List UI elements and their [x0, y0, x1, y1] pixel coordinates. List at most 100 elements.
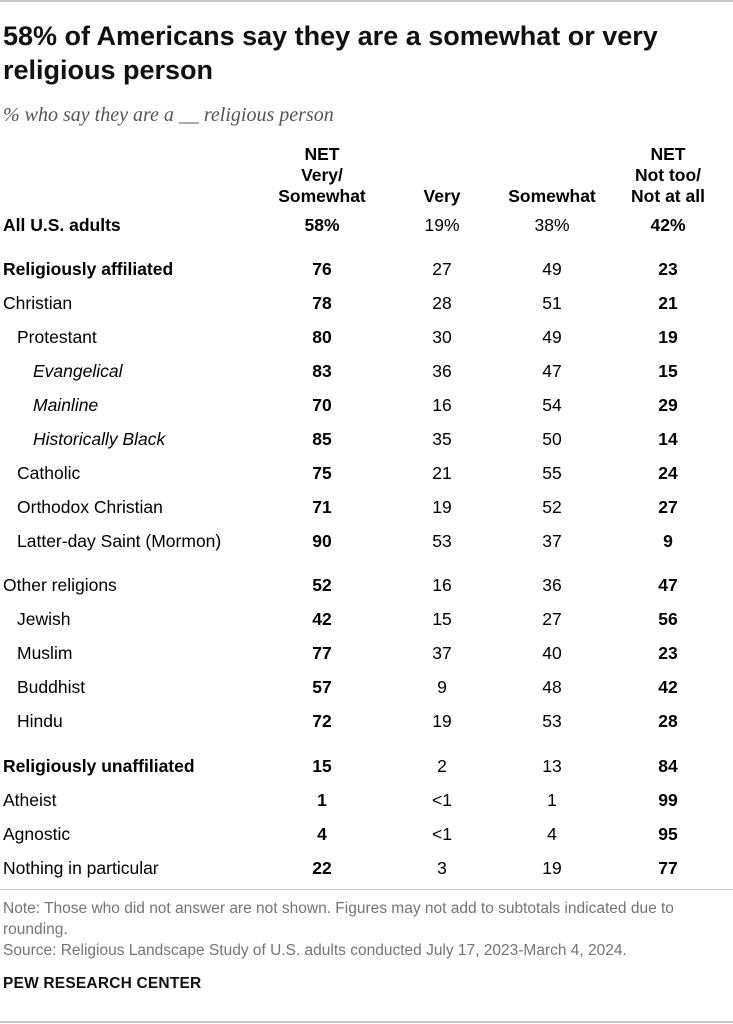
net-very-somewhat-cell: 85: [312, 429, 332, 449]
net-very-somewhat-cell: 71: [312, 497, 332, 517]
net-very-somewhat-cell: 75: [312, 463, 332, 483]
very-cell: 16: [432, 575, 452, 595]
bottom-rule: [0, 1021, 733, 1023]
net-not-too-not-at-all-cell: 84: [658, 756, 678, 776]
table-row: Nothing in particular 22 3 19 77: [0, 852, 733, 884]
table-row: Historically Black 85 35 50 14: [0, 423, 733, 455]
row-label: Christian: [3, 293, 73, 313]
somewhat-cell: 49: [542, 259, 562, 279]
row-label: Agnostic: [3, 824, 71, 844]
somewhat-cell: 4: [547, 824, 557, 844]
somewhat-cell: 27: [542, 609, 562, 629]
table-row: Mainline 70 16 54 29: [0, 389, 733, 421]
net-not-too-not-at-all-cell: 42%: [650, 215, 686, 235]
net-very-somewhat-cell: 72: [312, 711, 332, 731]
table-row: Atheist 1 <1 1 99: [0, 784, 733, 816]
very-cell: 35: [432, 429, 452, 449]
chart-title: 58% of Americans say they are a somewhat…: [3, 21, 658, 85]
very-cell: 28: [432, 293, 452, 313]
row-label: Other religions: [3, 575, 117, 595]
net-very-somewhat-cell: 80: [312, 327, 332, 347]
table-row: Agnostic 4 <1 4 95: [0, 818, 733, 850]
somewhat-cell: 40: [542, 643, 562, 663]
source-line: Source: Religious Landscape Study of U.S…: [3, 942, 627, 959]
column-header-somewhat: Somewhat: [508, 186, 596, 206]
table-row: Other religions 52 16 36 47: [0, 569, 733, 601]
table-row: Buddhist 57 9 48 42: [0, 671, 733, 703]
row-label: Atheist: [3, 790, 57, 810]
very-cell: 16: [432, 395, 452, 415]
net-not-too-not-at-all-cell: 77: [658, 858, 678, 878]
top-rule: [0, 0, 733, 2]
very-cell: 21: [432, 463, 452, 483]
table-row: Orthodox Christian 71 19 52 27: [0, 491, 733, 523]
net-very-somewhat-cell: 1: [317, 790, 327, 810]
net-not-too-not-at-all-cell: 56: [658, 609, 678, 629]
row-label: Orthodox Christian: [17, 497, 163, 517]
net-not-too-not-at-all-cell: 14: [658, 429, 678, 449]
table-row: Evangelical 83 36 47 15: [0, 355, 733, 387]
net-very-somewhat-cell: 90: [312, 531, 332, 551]
column-header-net-not-too-not-at-all: NET Not too/ Not at all: [631, 144, 705, 206]
row-label: Religiously unaffiliated: [3, 756, 195, 776]
very-cell: 2: [437, 756, 447, 776]
net-not-too-not-at-all-cell: 29: [658, 395, 678, 415]
net-not-too-not-at-all-cell: 99: [658, 790, 678, 810]
net-very-somewhat-cell: 76: [312, 259, 332, 279]
row-label: Jewish: [17, 609, 71, 629]
table-row: Latter-day Saint (Mormon) 90 53 37 9: [0, 525, 733, 557]
row-label: Muslim: [17, 643, 73, 663]
net-not-too-not-at-all-cell: 15: [658, 361, 678, 381]
net-not-too-not-at-all-cell: 19: [658, 327, 678, 347]
organization-credit: PEW RESEARCH CENTER: [3, 975, 202, 992]
net-not-too-not-at-all-cell: 95: [658, 824, 678, 844]
somewhat-cell: 36: [542, 575, 562, 595]
table-row: All U.S. adults 58% 19% 38% 42%: [0, 209, 733, 241]
row-label: All U.S. adults: [3, 215, 121, 235]
very-cell: 27: [432, 259, 452, 279]
table-row: Catholic 75 21 55 24: [0, 457, 733, 489]
net-not-too-not-at-all-cell: 28: [658, 711, 678, 731]
table-row: Muslim 77 37 40 23: [0, 637, 733, 669]
table-row: Christian 78 28 51 21: [0, 287, 733, 319]
net-very-somewhat-cell: 70: [312, 395, 332, 415]
somewhat-cell: 47: [542, 361, 562, 381]
net-very-somewhat-cell: 4: [317, 824, 327, 844]
net-not-too-not-at-all-cell: 24: [658, 463, 678, 483]
very-cell: <1: [432, 790, 452, 810]
very-cell: 37: [432, 643, 452, 663]
somewhat-cell: 52: [542, 497, 562, 517]
footnote-divider: [0, 889, 733, 890]
net-not-too-not-at-all-cell: 27: [658, 497, 678, 517]
net-not-too-not-at-all-cell: 47: [658, 575, 678, 595]
table-row: Religiously affiliated 76 27 49 23: [0, 253, 733, 285]
somewhat-cell: 38%: [534, 215, 570, 235]
row-label: Mainline: [33, 395, 99, 415]
very-cell: <1: [432, 824, 452, 844]
somewhat-cell: 51: [542, 293, 562, 313]
row-label: Religiously affiliated: [3, 259, 174, 279]
somewhat-cell: 48: [542, 677, 562, 697]
row-label: Buddhist: [17, 677, 86, 697]
net-very-somewhat-cell: 22: [312, 858, 332, 878]
very-cell: 19%: [424, 215, 460, 235]
row-label: Catholic: [17, 463, 81, 483]
very-cell: 19: [432, 497, 452, 517]
net-not-too-not-at-all-cell: 42: [658, 677, 678, 697]
somewhat-cell: 50: [542, 429, 562, 449]
table-row: Religiously unaffiliated 15 2 13 84: [0, 750, 733, 782]
very-cell: 15: [432, 609, 452, 629]
somewhat-cell: 19: [542, 858, 562, 878]
net-very-somewhat-cell: 42: [312, 609, 332, 629]
net-very-somewhat-cell: 57: [312, 677, 332, 697]
row-label: Evangelical: [33, 361, 123, 381]
footnote: Note: Those who did not answer are not s…: [3, 900, 674, 938]
very-cell: 30: [432, 327, 452, 347]
very-cell: 36: [432, 361, 452, 381]
somewhat-cell: 55: [542, 463, 562, 483]
row-label: Protestant: [17, 327, 97, 347]
net-very-somewhat-cell: 58%: [304, 215, 340, 235]
row-label: Latter-day Saint (Mormon): [17, 531, 222, 551]
somewhat-cell: 49: [542, 327, 562, 347]
somewhat-cell: 1: [547, 790, 557, 810]
